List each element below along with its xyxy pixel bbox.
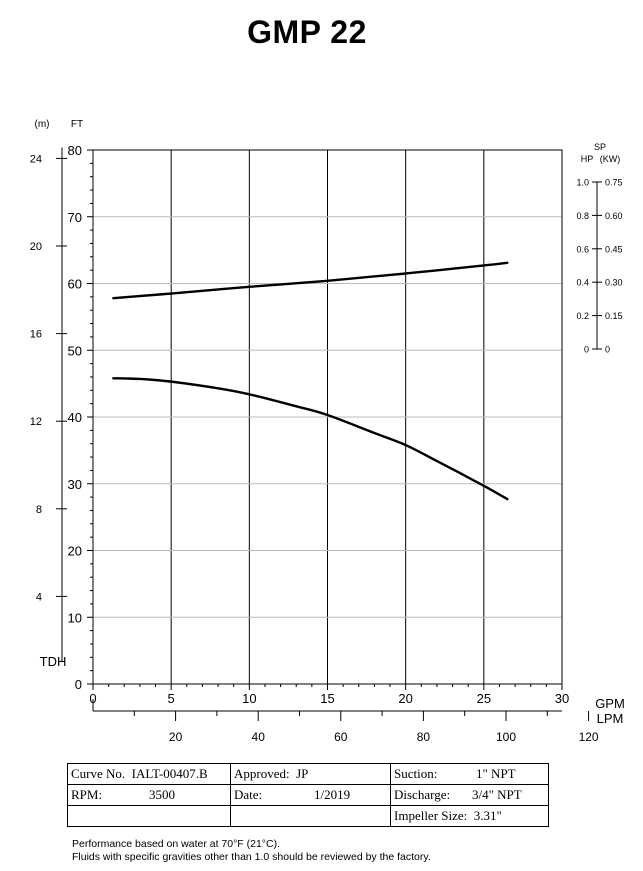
chart-title: GMP 22 <box>247 14 367 50</box>
y-tick-label: 70 <box>68 210 82 225</box>
suction-label: Suction: <box>394 766 438 781</box>
rpm-cell: RPM: 3500 <box>67 784 231 806</box>
suction-value: 1" NPT <box>476 766 516 781</box>
kw-tick-label: 0.60 <box>605 211 623 221</box>
discharge-label: Discharge: <box>394 787 451 802</box>
y-axis-ft: 0 10 20 30 40 50 60 70 80 <box>68 143 93 692</box>
power-axis-label-kw: (KW) <box>600 154 621 164</box>
curve-no-label: Curve No. <box>71 766 126 781</box>
power-axis-label-top: SP <box>594 142 606 152</box>
y-axis-unit: FT <box>71 119 83 130</box>
lpm-tick-label: 80 <box>417 730 431 744</box>
hp-tick-label: 0.4 <box>576 278 589 288</box>
lpm-tick-label: 20 <box>169 730 183 744</box>
x-axis-gpm: 0 5 10 15 20 25 30 <box>89 684 569 706</box>
lpm-tick-label: 100 <box>496 730 516 744</box>
y-tick-label: 40 <box>68 410 82 425</box>
impeller-cell: Impeller Size: 3.31" <box>390 805 549 827</box>
metric-tick-label: 24 <box>30 153 42 165</box>
curve-no-value: IALT-00407.B <box>131 766 208 781</box>
x-tick-label: 10 <box>242 691 256 706</box>
metric-tick-label: 4 <box>36 591 42 603</box>
approved-cell: Approved: JP <box>230 763 391 785</box>
rpm-value: 3500 <box>149 787 175 802</box>
discharge-cell: Discharge: 3/4" NPT <box>390 784 549 806</box>
x-tick-label: 15 <box>320 691 334 706</box>
kw-tick-label: 0.75 <box>605 178 623 188</box>
y-tick-label: 30 <box>68 477 82 492</box>
metric-tick-label: 20 <box>30 241 42 253</box>
y-axis-metric-unit: (m) <box>35 119 50 130</box>
approved-value: JP <box>296 766 309 781</box>
y-tick-label: 80 <box>68 143 82 158</box>
lpm-tick-label: 40 <box>252 730 266 744</box>
discharge-value: 3/4" NPT <box>472 787 522 802</box>
lpm-tick-label: 60 <box>334 730 348 744</box>
y-tick-label: 60 <box>68 277 82 292</box>
approved-label: Approved: <box>234 766 290 781</box>
x-tick-label: 25 <box>477 691 491 706</box>
metric-tick-label: 12 <box>30 416 42 428</box>
y-tick-label: 10 <box>68 610 82 625</box>
lpm-tick-label: 120 <box>579 730 599 744</box>
x-tick-label: 20 <box>398 691 412 706</box>
hp-tick-label: 0.2 <box>576 311 589 321</box>
kw-tick-label: 0.15 <box>605 311 623 321</box>
y-axis-power: 0 0 0.2 0.15 0.4 0.30 0.6 0.45 0.8 0.60 1.0 0.75 <box>576 178 622 355</box>
curve-info-table: Curve No. IALT-00407.B Approved: JP Suct… <box>67 763 549 827</box>
date-cell: Date: 1/2019 <box>230 784 391 806</box>
note-line-2: Fluids with specific gravities other tha… <box>72 851 431 863</box>
empty-cell-2 <box>230 805 391 827</box>
power-axis-label-hp: HP <box>581 154 594 164</box>
performance-chart: 0 10 20 30 40 50 60 70 80 4 8 12 16 20 24 0 5 10 15 20 25 3… <box>30 119 625 744</box>
power-curve <box>112 261 509 300</box>
note-line-1: Performance based on water at 70°F (21°C… <box>72 838 280 850</box>
grid <box>93 150 562 684</box>
curves <box>112 261 509 501</box>
empty-cell-1 <box>67 805 231 827</box>
suction-cell: Suction: 1" NPT <box>390 763 549 785</box>
x-tick-label: 5 <box>168 691 175 706</box>
x-axis-lpm: 20 40 60 80 100 120 <box>92 699 599 744</box>
y-axis-label: TDH <box>40 654 67 669</box>
hp-tick-label: 0.6 <box>576 244 589 254</box>
x-tick-label: 0 <box>89 691 96 706</box>
metric-tick-label: 16 <box>30 329 42 341</box>
curve-no-cell: Curve No. IALT-00407.B <box>67 763 231 785</box>
hp-tick-label: 1.0 <box>576 178 589 188</box>
x2-axis-label: LPM <box>597 711 624 726</box>
metric-tick-label: 8 <box>36 504 42 516</box>
y-tick-label: 20 <box>68 544 82 559</box>
impeller-label: Impeller Size: <box>394 808 468 823</box>
performance-notes: Performance based on water at 70°F (21°C… <box>72 838 431 864</box>
x-axis-label: GPM <box>595 696 625 711</box>
rpm-label: RPM: <box>71 787 103 802</box>
date-label: Date: <box>234 787 263 802</box>
kw-tick-label: 0 <box>605 345 610 355</box>
impeller-value: 3.31" <box>473 808 502 823</box>
kw-tick-label: 0.30 <box>605 278 623 288</box>
date-value: 1/2019 <box>314 787 351 802</box>
y-tick-label: 50 <box>68 343 82 358</box>
y-tick-label: 0 <box>75 677 82 692</box>
head-curve <box>112 377 509 501</box>
hp-tick-label: 0 <box>584 345 589 355</box>
kw-tick-label: 0.45 <box>605 244 623 254</box>
x-tick-label: 30 <box>555 691 569 706</box>
y-axis-metric: 4 8 12 16 20 24 <box>30 147 67 663</box>
hp-tick-label: 0.8 <box>576 211 589 221</box>
